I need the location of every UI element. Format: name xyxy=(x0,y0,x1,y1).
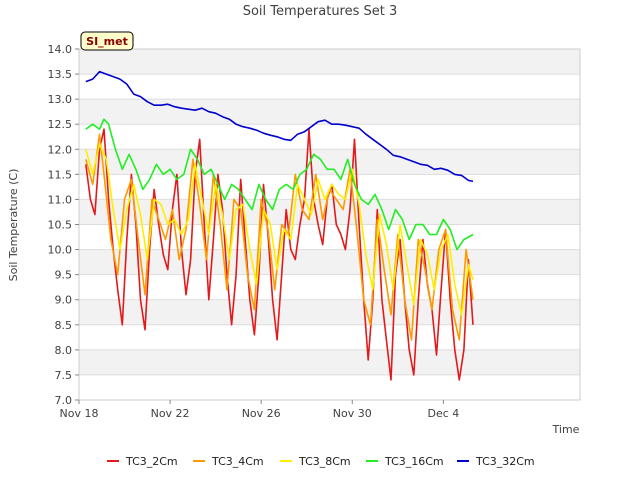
legend-label-TC3_16Cm: TC3_16Cm xyxy=(384,455,444,468)
x-tick-label: Nov 22 xyxy=(151,407,190,420)
station-badge: SI_met xyxy=(80,31,134,51)
y-tick-label: 9.5 xyxy=(55,269,73,282)
y-tick-label: 13.5 xyxy=(48,68,73,81)
plot-band xyxy=(79,349,580,375)
y-tick-label: 9.0 xyxy=(55,294,73,307)
y-tick-label: 13.0 xyxy=(48,93,73,106)
plot-band xyxy=(79,149,580,175)
y-axis: 7.0 7.5 8.0 8.5 9.0 9.5 10.0 10.5 11.0 11.5 12.0 12… xyxy=(48,43,79,407)
y-tick-label: 10.0 xyxy=(48,244,73,257)
plot-band xyxy=(79,49,580,75)
y-tick-label: 10.5 xyxy=(48,219,73,232)
chart-title: Soil Temperatures Set 3 xyxy=(243,4,398,19)
legend-label-TC3_2Cm: TC3_2Cm xyxy=(125,455,178,468)
plot-band xyxy=(79,249,580,275)
plot-band xyxy=(79,199,580,225)
series-line-TC3_8Cm xyxy=(85,143,474,316)
y-tick-label: 12.5 xyxy=(48,118,73,131)
y-tick-label: 7.0 xyxy=(55,394,73,407)
legend: TC3_2Cm TC3_4Cm TC3_8Cm TC3_16Cm TC3_32Cm xyxy=(107,455,535,468)
legend-label-TC3_32Cm: TC3_32Cm xyxy=(475,455,535,468)
y-tick-label: 11.5 xyxy=(48,168,73,181)
series-lines xyxy=(85,70,474,381)
legend-label-TC3_8Cm: TC3_8Cm xyxy=(298,455,351,468)
x-tick-label: Nov 30 xyxy=(333,407,372,420)
plot-band xyxy=(79,99,580,125)
station-badge-label: SI_met xyxy=(86,35,128,48)
x-axis-label: Time xyxy=(552,423,580,436)
y-axis-label: Soil Temperature (C) xyxy=(7,169,20,282)
series-line-TC3_16Cm xyxy=(85,118,474,251)
y-tick-label: 8.5 xyxy=(55,319,73,332)
x-tick-label: Nov 26 xyxy=(242,407,281,420)
y-tick-label: 12.0 xyxy=(48,143,73,156)
y-tick-label: 14.0 xyxy=(48,43,73,56)
y-tick-label: 7.5 xyxy=(55,369,73,382)
x-tick-label: Nov 18 xyxy=(60,407,99,420)
legend-label-TC3_4Cm: TC3_4Cm xyxy=(211,455,264,468)
series-line-TC3_32Cm xyxy=(85,70,474,183)
y-tick-label: 11.0 xyxy=(48,193,73,206)
x-tick-label: Dec 4 xyxy=(427,407,459,420)
y-tick-label: 8.0 xyxy=(55,344,73,357)
plot-band xyxy=(79,299,580,325)
x-axis: Nov 18 Nov 22 Nov 26 Nov 30 Dec 4 xyxy=(60,400,459,420)
